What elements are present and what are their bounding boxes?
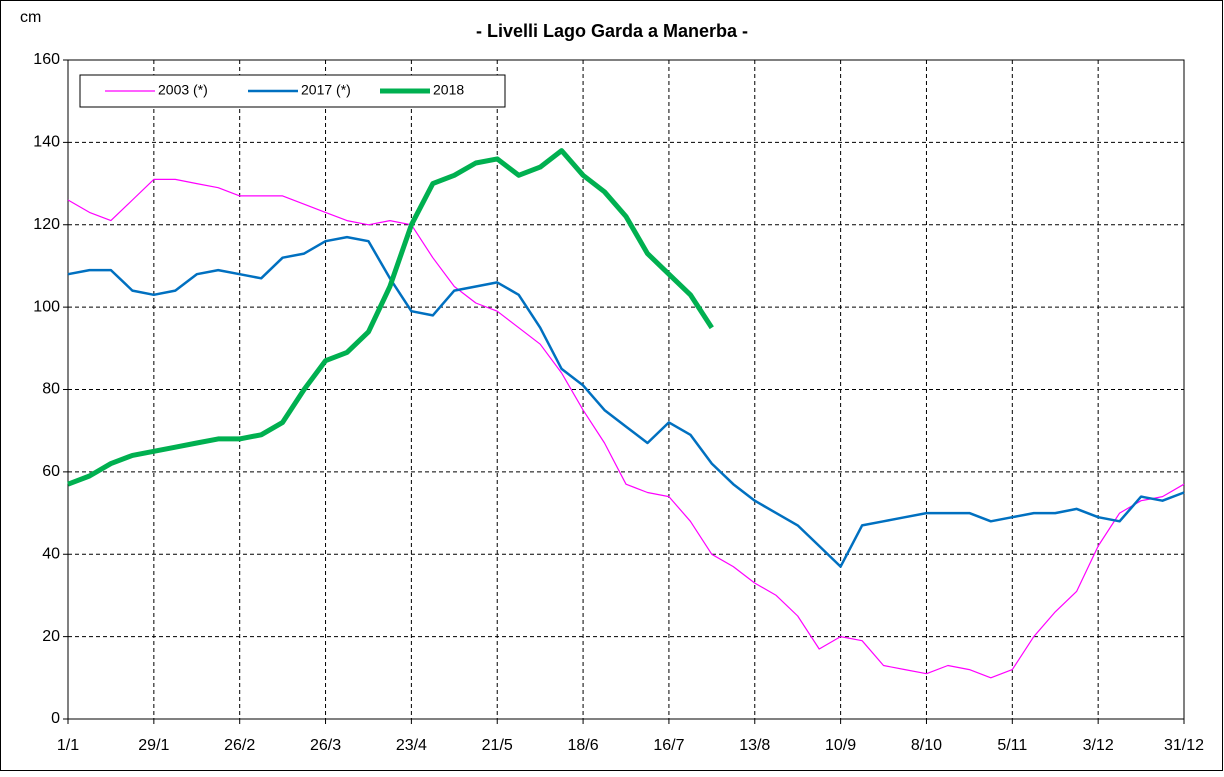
y-tick-label: 80 <box>42 381 60 398</box>
x-tick-label: 29/1 <box>138 737 169 754</box>
y-tick-label: 140 <box>33 134 60 151</box>
x-tick-label: 23/4 <box>396 737 427 754</box>
x-tick-label: 26/2 <box>224 737 255 754</box>
y-tick-label: 120 <box>33 216 60 233</box>
y-tick-label: 20 <box>42 628 60 645</box>
chart-title: - Livelli Lago Garda a Manerba - <box>476 21 748 41</box>
x-tick-label: 5/11 <box>997 737 1027 754</box>
x-tick-label: 3/12 <box>1083 737 1114 754</box>
line-series <box>67 148 714 487</box>
y-tick-label: 60 <box>42 463 60 480</box>
x-tick-label: 18/6 <box>568 737 599 754</box>
line-series <box>67 235 1185 568</box>
x-tick-label: 13/8 <box>739 737 770 754</box>
x-tick-label: 8/10 <box>911 737 942 754</box>
x-tick-label: 10/9 <box>825 737 856 754</box>
x-tick-label: 31/12 <box>1164 737 1204 754</box>
legend-label: 2017 (*) <box>301 82 351 98</box>
legend-label: 2018 <box>433 82 464 98</box>
legend-label: 2003 (*) <box>158 82 208 98</box>
line-series <box>67 178 1185 679</box>
x-tick-label: 26/3 <box>310 737 341 754</box>
x-tick-label: 16/7 <box>653 737 684 754</box>
y-axis-label: cm <box>20 9 41 26</box>
plot-frame <box>67 59 1185 720</box>
y-tick-label: 160 <box>33 51 60 68</box>
x-tick-label: 21/5 <box>482 737 513 754</box>
x-tick-label: 1/1 <box>57 737 79 754</box>
y-tick-label: 100 <box>33 298 60 315</box>
y-tick-label: 40 <box>42 545 60 562</box>
y-tick-label: 0 <box>51 710 60 727</box>
